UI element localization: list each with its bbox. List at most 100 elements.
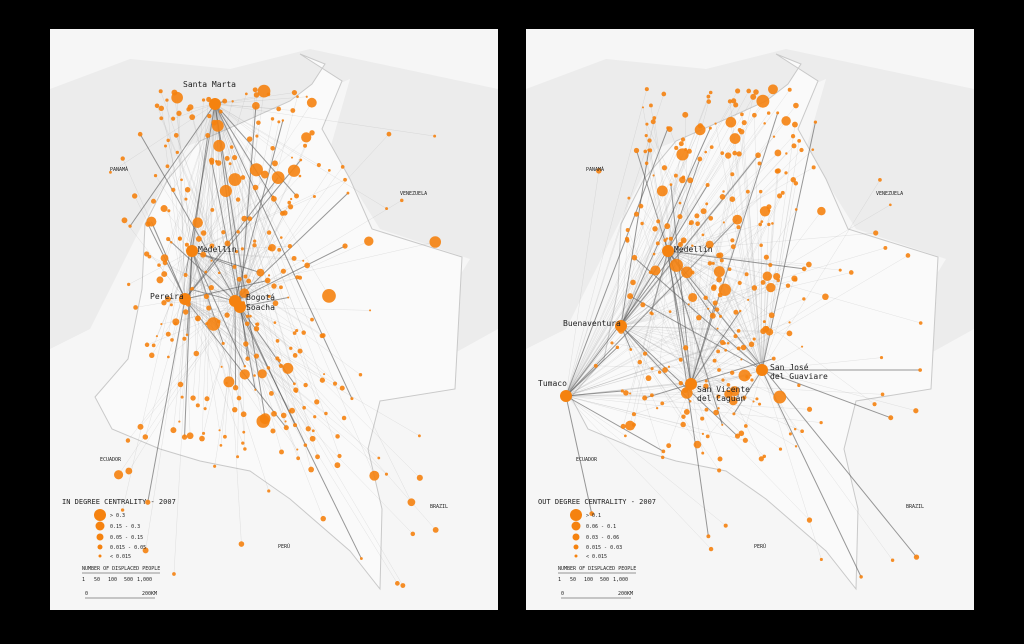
municipality-node [736, 151, 741, 156]
municipality-node [242, 431, 245, 434]
municipality-node [244, 365, 246, 367]
municipality-node [781, 191, 785, 195]
municipality-node [267, 230, 271, 234]
municipality-node [360, 557, 363, 560]
municipality-node [714, 123, 716, 125]
municipality-node [220, 185, 232, 197]
municipality-node [121, 508, 124, 511]
municipality-node [706, 434, 710, 438]
municipality-node [801, 346, 803, 348]
municipality-node [265, 278, 271, 284]
municipality-node [688, 303, 690, 305]
municipality-node [243, 341, 248, 346]
municipality-node [878, 178, 882, 182]
municipality-node [702, 433, 704, 435]
municipality-node [232, 407, 237, 412]
municipality-node [739, 310, 741, 312]
municipality-node [342, 243, 347, 248]
municipality-node [323, 373, 325, 375]
municipality-node [817, 207, 825, 215]
municipality-node [269, 391, 274, 396]
municipality-node [746, 89, 751, 94]
municipality-node [695, 221, 700, 226]
city-label: Tumaco [538, 379, 567, 388]
municipality-node [223, 376, 234, 387]
municipality-node [740, 113, 744, 117]
municipality-node [241, 411, 247, 417]
municipality-node [752, 400, 754, 402]
municipality-node [275, 356, 279, 360]
legend-title: OUT DEGREE CENTRALITY - 2007 [538, 498, 656, 506]
municipality-node [756, 95, 769, 108]
municipality-node [653, 253, 656, 256]
municipality-node [164, 145, 167, 148]
municipality-node [661, 449, 665, 453]
scale-end: 200KM [142, 591, 157, 597]
municipality-node [752, 113, 757, 118]
municipality-node [218, 429, 220, 431]
municipality-node [167, 209, 170, 212]
municipality-node [795, 445, 797, 447]
municipality-node [646, 375, 652, 381]
municipality-node [236, 230, 239, 233]
municipality-node [204, 407, 207, 410]
municipality-node [210, 208, 214, 212]
municipality-node [276, 339, 280, 343]
flow-legend-label: 500 [124, 577, 133, 583]
municipality-node [202, 432, 205, 435]
municipality-node [298, 349, 303, 354]
municipality-node [196, 236, 202, 242]
municipality-node [720, 151, 724, 155]
legend-swatch [98, 545, 103, 550]
municipality-node [763, 320, 766, 323]
hub-node [234, 301, 246, 313]
municipality-node [656, 241, 660, 245]
municipality-node [337, 454, 341, 458]
municipality-node [674, 174, 678, 178]
municipality-node [429, 236, 441, 248]
municipality-node [281, 269, 286, 274]
municipality-node [343, 178, 347, 182]
municipality-node [784, 171, 787, 174]
municipality-node [745, 272, 749, 276]
municipality-node [758, 223, 762, 227]
municipality-node [706, 99, 711, 104]
municipality-node [308, 467, 314, 473]
municipality-node [232, 155, 237, 160]
city-label: Pereira [150, 292, 184, 301]
municipality-node [240, 369, 250, 379]
municipality-node [632, 255, 638, 261]
municipality-node [304, 443, 308, 447]
municipality-node [182, 434, 187, 439]
municipality-node [640, 302, 645, 307]
municipality-node [739, 369, 751, 381]
municipality-node [701, 208, 707, 214]
municipality-node [800, 429, 804, 433]
scale-end: 200KM [618, 591, 633, 597]
municipality-node [291, 157, 293, 159]
municipality-node [703, 296, 707, 300]
municipality-node [296, 95, 299, 98]
municipality-node [171, 117, 175, 121]
municipality-node [739, 431, 745, 437]
municipality-node [730, 172, 734, 176]
municipality-node [711, 285, 717, 291]
municipality-node [720, 340, 725, 345]
flow-legend-label: 100 [584, 577, 593, 583]
municipality-node [716, 253, 721, 258]
municipality-node [170, 303, 173, 306]
municipality-node [256, 322, 260, 326]
municipality-node [280, 211, 285, 216]
municipality-node [799, 148, 803, 152]
municipality-node [231, 100, 233, 102]
municipality-node [174, 133, 179, 138]
municipality-node [237, 396, 242, 401]
municipality-node [726, 117, 737, 128]
municipality-node [272, 195, 274, 197]
municipality-node [629, 348, 632, 351]
municipality-node [627, 197, 630, 200]
municipality-node [632, 412, 636, 416]
municipality-node [310, 436, 316, 442]
municipality-node [176, 111, 181, 116]
